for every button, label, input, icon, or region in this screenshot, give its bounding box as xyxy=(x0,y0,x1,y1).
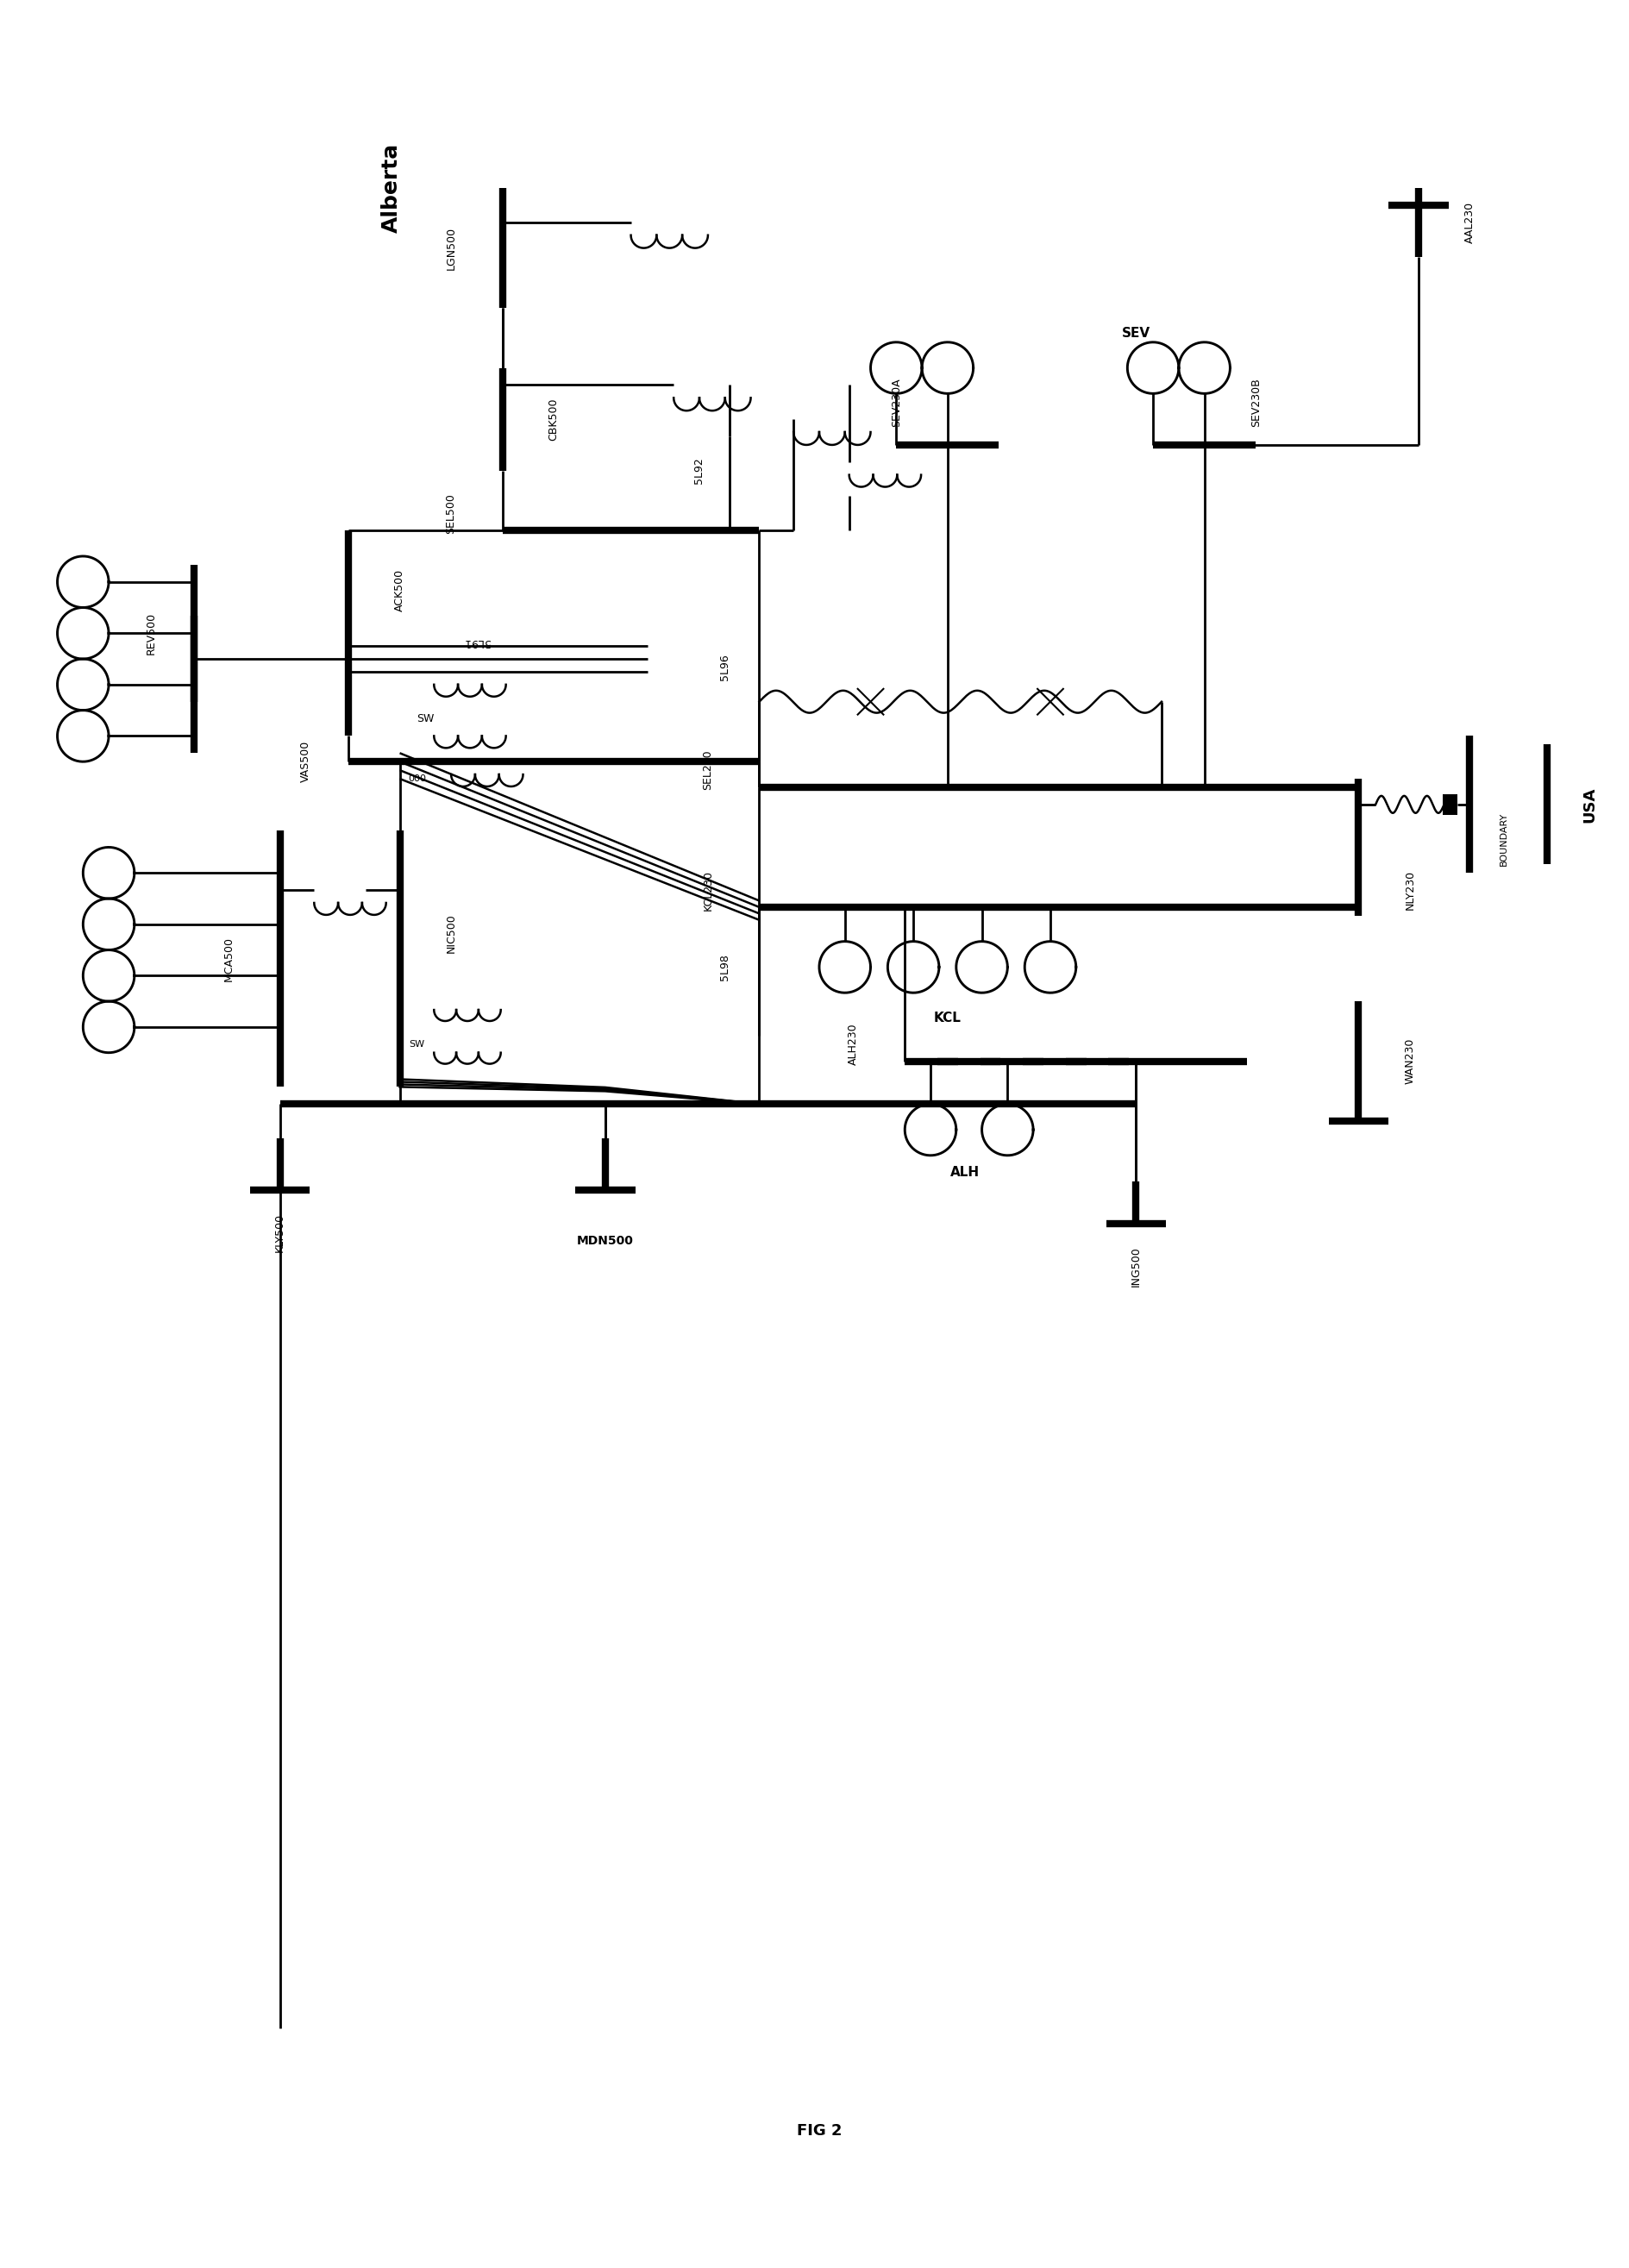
Text: 5L98: 5L98 xyxy=(718,955,730,980)
Text: 5L91: 5L91 xyxy=(463,637,490,646)
Text: ALH230: ALH230 xyxy=(847,1023,858,1066)
Text: VAS500: VAS500 xyxy=(300,742,311,782)
Text: MDN500: MDN500 xyxy=(577,1236,634,1247)
Text: KCL: KCL xyxy=(933,1012,961,1025)
Text: LGN500: LGN500 xyxy=(445,227,456,270)
Text: ALH: ALH xyxy=(950,1166,979,1179)
Text: CBK500: CBK500 xyxy=(547,397,559,440)
Text: SEV230B: SEV230B xyxy=(1249,379,1261,426)
Text: ACK500: ACK500 xyxy=(394,569,406,612)
Text: SW: SW xyxy=(409,1039,425,1048)
Text: NIC500: NIC500 xyxy=(445,914,456,953)
Text: SW: SW xyxy=(417,712,433,723)
Text: FIG 2: FIG 2 xyxy=(797,2123,842,2139)
Text: AAL230: AAL230 xyxy=(1463,202,1474,243)
Text: SEV: SEV xyxy=(1121,327,1150,340)
Text: NLY230: NLY230 xyxy=(1404,871,1414,909)
Text: SEL230: SEL230 xyxy=(702,751,714,789)
Text: USA: USA xyxy=(1582,787,1596,823)
Text: SEL500: SEL500 xyxy=(445,492,456,533)
Text: BOUNDARY: BOUNDARY xyxy=(1499,812,1507,866)
Bar xyxy=(1442,794,1456,814)
Text: SEV230A: SEV230A xyxy=(889,379,901,426)
Text: ING500: ING500 xyxy=(1131,1247,1140,1286)
Text: 5L92: 5L92 xyxy=(694,458,705,483)
Text: KLY500: KLY500 xyxy=(274,1213,285,1252)
Text: Alberta: Alberta xyxy=(381,143,401,234)
Text: 000: 000 xyxy=(407,773,425,782)
Text: MCA500: MCA500 xyxy=(223,937,235,982)
Text: REV500: REV500 xyxy=(147,612,156,655)
Text: WAN230: WAN230 xyxy=(1404,1039,1414,1084)
Text: KCL230: KCL230 xyxy=(702,869,714,909)
Text: 5L96: 5L96 xyxy=(718,653,730,680)
